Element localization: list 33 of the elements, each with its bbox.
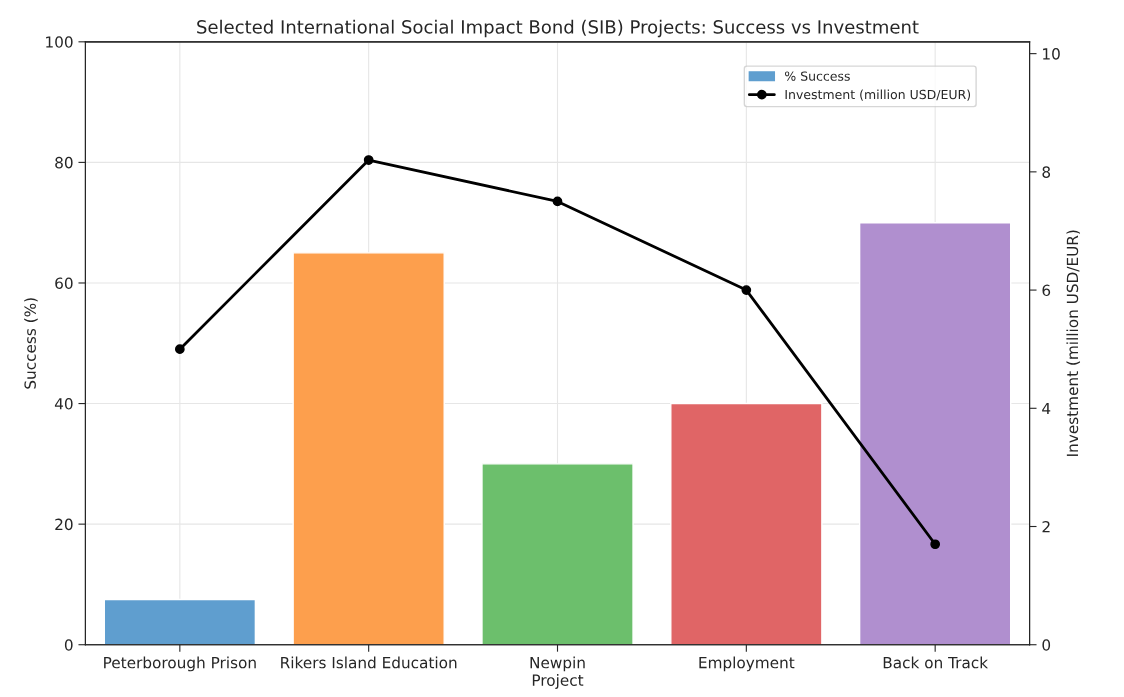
point <box>930 539 941 550</box>
y2-tick-label: 6 <box>1042 284 1051 297</box>
y2-axis-title: Investment (million USD/EUR) <box>1066 230 1081 456</box>
bar <box>670 402 823 645</box>
y-tick-label: 100 <box>46 36 73 48</box>
point <box>363 155 374 165</box>
bar <box>103 598 257 645</box>
y-tick-label: 80 <box>55 156 73 169</box>
x-tick-label: Back on Track <box>883 656 989 669</box>
y2-tick-label: 0 <box>1042 639 1051 651</box>
bar <box>481 463 634 645</box>
y2-tick-label: 10 <box>1043 48 1060 60</box>
x-tick-label: Rikers Island Education <box>281 656 457 669</box>
bar <box>292 252 445 645</box>
y-tick-label: 60 <box>55 277 73 289</box>
y-tick-label: 0 <box>64 639 73 651</box>
legend-label: % Success <box>785 71 850 81</box>
x-axis-title: Project <box>532 674 584 689</box>
point <box>741 285 752 295</box>
y2-tick-label: 4 <box>1042 402 1051 415</box>
x-tick-label: Employment <box>699 656 795 672</box>
y2-tick-label: 8 <box>1042 166 1051 178</box>
chart-title: Selected International Social Impact Bond (SIB) Projects: Success vs Investment <box>197 19 919 38</box>
x-tick-label: Newpin <box>530 656 585 672</box>
y-tick-label: 20 <box>55 518 73 531</box>
point <box>552 196 563 207</box>
y2-tick-label: 2 <box>1042 520 1050 533</box>
x-tick-label: Peterborough Prison <box>104 656 256 672</box>
y-tick-label: 40 <box>54 398 73 410</box>
point <box>174 344 185 355</box>
legend-label: Investment (million USD/EUR) <box>785 89 971 101</box>
bar <box>858 221 1012 645</box>
y-axis-title: Success (%) <box>24 298 38 389</box>
